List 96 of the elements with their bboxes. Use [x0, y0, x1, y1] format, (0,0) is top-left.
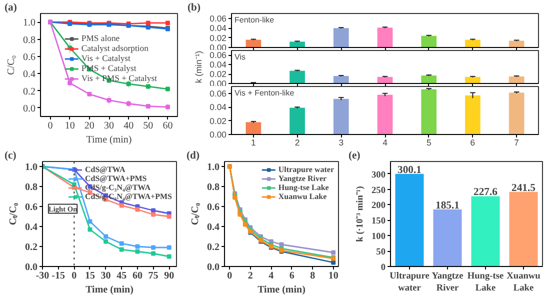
y-axis-title: Cₜ/C₀	[8, 202, 19, 226]
y-tick-label: 0.8	[207, 182, 220, 193]
y-tick-label: 150	[372, 216, 386, 227]
y-tick-label: 250	[372, 186, 386, 196]
x-tick-label: Ultrapure water	[390, 272, 430, 294]
x-tick-label: 60	[132, 270, 142, 282]
legend-label: PMS alone	[81, 33, 120, 43]
y-tick-label: 0.4	[207, 222, 220, 233]
y-tick-label: 0.0	[23, 103, 36, 114]
x-tick-label: 8	[310, 270, 316, 282]
y-tick-label: 0.02	[210, 116, 227, 126]
x-axis-title: Time (min)	[86, 284, 134, 296]
data-label: 241.5	[512, 182, 536, 194]
x-tick-label: 6	[470, 138, 476, 148]
x-tick-label: -30	[36, 270, 50, 282]
y-tick-label: 0.0	[25, 262, 38, 273]
text: (b)	[188, 2, 201, 14]
y-tick-label: 0.8	[23, 34, 36, 46]
y-tick-label: 1.0	[207, 162, 220, 173]
legend-label: Catalyst adsorption	[81, 43, 148, 53]
x-tick-label: 2	[294, 138, 300, 148]
y-tick-label: 0	[380, 263, 386, 273]
y-tick-label: 50	[376, 248, 386, 258]
y-tick-label: 0.06	[210, 13, 227, 24]
x-axis-title: Time (min)	[86, 134, 132, 146]
y-tick-label: 0.06	[210, 88, 227, 98]
y-tick-label: 0.04	[210, 23, 227, 34]
x-axis-title: Time (min)	[258, 284, 306, 296]
legend-label: Vis + Catalyst	[81, 53, 130, 63]
x-tick-label: Yangtze River	[432, 272, 464, 294]
y-tick-label: 0.6	[23, 52, 36, 63]
y-tick-label: 0.00	[210, 130, 227, 140]
y-tick-label: 0.4	[25, 222, 38, 233]
y-tick-label: 100	[372, 232, 386, 242]
legend-label: CdS@TWA	[84, 165, 126, 174]
y-tick-label: 0.4	[23, 69, 36, 80]
chart-title: Vis	[234, 52, 246, 62]
y-tick-label: 1.0	[23, 18, 36, 29]
x-tick-label: 1	[251, 138, 256, 148]
y-tick-label: 0.2	[25, 242, 38, 253]
x-tick-label: 15	[84, 270, 95, 282]
data-label: 227.6	[474, 187, 498, 198]
y-tick-label: 0.02	[210, 69, 227, 80]
y-tick-label: 0.2	[23, 86, 36, 98]
legend-label: Xuanwu Lake	[278, 192, 327, 201]
legend-label: Ultrapure water	[278, 165, 334, 174]
x-tick-label: 30	[100, 270, 111, 282]
x-tick-label: 4	[382, 138, 388, 148]
x-tick-label: 0	[48, 120, 53, 132]
chart-title: Vis + Fenton-like	[234, 88, 295, 98]
y-tick-label: 0.06	[210, 50, 227, 60]
legend-label: Yangtze River	[278, 174, 327, 183]
text: (a)	[4, 2, 18, 14]
y-tick-label: 0.6	[207, 202, 220, 213]
x-tick-label: 7	[514, 138, 520, 148]
y-axis-title: Cₜ/C₀	[190, 202, 201, 226]
y-tick-label: 0.04	[210, 102, 227, 112]
legend-label: Hung-tse Lake	[278, 183, 329, 192]
y-tick-label: 0.02	[210, 32, 227, 43]
data-label: 300.1	[398, 164, 422, 176]
x-tick-label: 30	[104, 120, 114, 132]
y-tick-label: 0.04	[210, 60, 227, 70]
x-tick-label: 90	[164, 270, 174, 282]
y-tick-label: 1.0	[25, 162, 38, 173]
y-tick-label: 0.6	[25, 202, 38, 213]
x-tick-label: 2	[248, 270, 253, 282]
y-axis-title: k (min⁻¹)	[194, 50, 204, 84]
x-tick-label: 75	[148, 270, 158, 282]
x-tick-label: Xuanwu Lake	[506, 272, 540, 294]
chart-title: Fenton-like	[234, 16, 275, 24]
text: (d)	[186, 150, 200, 162]
legend-label: CdS@TWA+PMS	[84, 174, 147, 183]
x-tick-label: 3	[338, 138, 344, 148]
y-tick-label: 0.0	[207, 262, 220, 273]
x-tick-label: 6	[289, 270, 294, 282]
data-label: 185.1	[436, 200, 460, 212]
y-tick-label: 0.2	[207, 242, 220, 253]
x-tick-label: Hung-tse Lake	[467, 272, 504, 294]
y-tick-label: 200	[372, 201, 386, 212]
x-tick-label: 5	[426, 138, 432, 148]
x-tick-label: 45	[116, 270, 127, 282]
y-axis-title: k (·10⁻³ min⁻¹)	[356, 186, 366, 242]
x-tick-label: 10	[328, 270, 338, 282]
x-tick-label: 60	[162, 120, 173, 132]
x-tick-label: 4	[268, 270, 274, 282]
x-tick-label: 50	[143, 120, 154, 132]
y-axis-title: C/C₀	[6, 54, 17, 75]
text: (c)	[4, 150, 17, 162]
x-tick-label: 0	[72, 270, 77, 282]
x-tick-label: 20	[84, 120, 94, 132]
x-tick-label: 40	[124, 120, 134, 132]
y-tick-label: 0.8	[25, 182, 38, 193]
text: (e)	[348, 150, 361, 162]
y-tick-label: 300	[372, 170, 386, 180]
x-tick-label: -15	[52, 270, 66, 282]
x-tick-label: 10	[64, 120, 75, 132]
